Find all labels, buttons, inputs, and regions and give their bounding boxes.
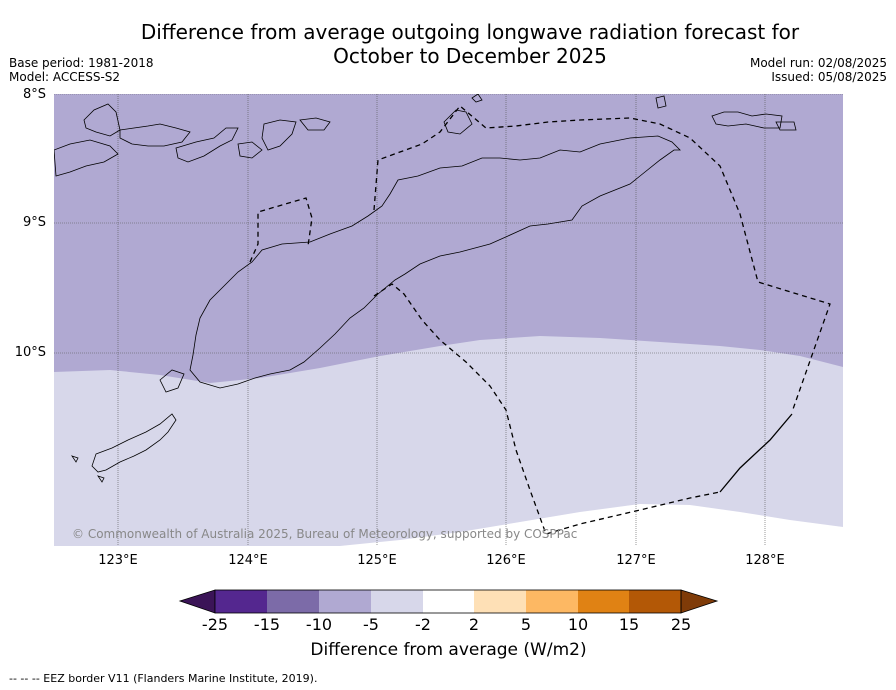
colorbar-tick: 5 [520, 615, 532, 634]
lon-label-127e: 127°E [616, 553, 656, 568]
island-outline [261, 119, 297, 151]
lat-label-10s: 10°S [14, 345, 46, 360]
lon-label-124e: 124°E [228, 553, 268, 568]
eez-border [249, 105, 831, 535]
lon-label-126e: 126°E [486, 553, 526, 568]
colorbar-title: Difference from average (W/m2) [310, 640, 587, 660]
colorbar-extend-low [178, 589, 216, 614]
title-line-1: Difference from average outgoing longwav… [140, 20, 800, 44]
island-outline [119, 123, 191, 147]
meta-left: Base period: 1981-2018 Model: ACCESS-S2 [9, 56, 154, 84]
colorbar-tick: 25 [670, 615, 692, 634]
colorbar-tick: -10 [305, 615, 333, 634]
island-outline [655, 95, 667, 109]
anomaly-band-minus2-plus2 [340, 504, 843, 546]
model-name: Model: ACCESS-S2 [9, 70, 121, 84]
island-outline [97, 475, 105, 483]
copyright-text: © Commonwealth of Australia 2025, Bureau… [72, 527, 577, 541]
model-run: Model run: 02/08/2025 [749, 56, 887, 70]
island-outline [775, 121, 797, 131]
eez-footnote: -- -- -- EEZ border V11 (Flanders Marine… [9, 672, 318, 685]
lon-label-125e: 125°E [357, 553, 397, 568]
colorbar-cell [474, 590, 526, 613]
colorbar-extend-high [680, 589, 719, 614]
island-outline [237, 141, 263, 159]
island-outline [91, 413, 177, 473]
colorbar-cell [629, 590, 681, 613]
island-outline [471, 94, 483, 103]
map-area [54, 94, 843, 546]
colorbar-cell [215, 590, 267, 613]
colorbar-cell [423, 590, 474, 613]
colorbar-tick: -2 [415, 615, 431, 634]
island-outline [54, 139, 119, 177]
colorbar-frame [214, 589, 682, 614]
colorbar-tick: -15 [253, 615, 281, 634]
colorbar-tick: 15 [618, 615, 640, 634]
colorbar-tick: -25 [201, 615, 229, 634]
eez-segment [249, 197, 313, 263]
eez-segment [373, 283, 721, 535]
colorbar-cell [371, 590, 423, 613]
map-title: Difference from average outgoing longwav… [100, 20, 840, 68]
lon-label-128e: 128°E [745, 553, 785, 568]
colorbar-cell [526, 590, 578, 613]
colorbar-cell [578, 590, 629, 613]
meta-right: Model run: 02/08/2025 Issued: 05/08/2025 [750, 56, 887, 84]
island-outline [443, 109, 473, 135]
island-outline [299, 117, 331, 131]
lon-label-123e: 123°E [98, 553, 138, 568]
island-outline [159, 369, 185, 393]
eez-segment [373, 105, 831, 413]
colorbar-cell [319, 590, 371, 613]
lat-label-9s: 9°S [22, 215, 46, 230]
lat-label-8s: 8°S [22, 87, 46, 102]
base-period: Base period: 1981-2018 [9, 56, 154, 70]
title-line-2: October to December 2025 [333, 44, 607, 68]
colorbar-cell [267, 590, 319, 613]
graticule [54, 94, 843, 546]
coastlines [54, 94, 797, 483]
island-outline [71, 455, 79, 463]
issued-date: Issued: 05/08/2025 [771, 70, 887, 84]
anomaly-band-minus5-minus2 [54, 336, 843, 546]
colorbar-tick: 10 [567, 615, 589, 634]
colorbar-tick: 2 [468, 615, 480, 634]
colorbar [178, 589, 719, 614]
colorbar-tick: -5 [363, 615, 379, 634]
eez-segment-solid [719, 413, 793, 493]
island-outline [175, 127, 239, 163]
timor-island-outline [189, 135, 681, 389]
